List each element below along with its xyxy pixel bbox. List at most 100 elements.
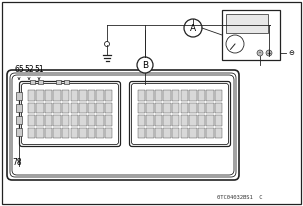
Bar <box>79 128 87 138</box>
Bar <box>96 128 104 138</box>
FancyBboxPatch shape <box>129 82 231 146</box>
Bar <box>189 90 197 101</box>
Bar <box>105 115 112 125</box>
Bar <box>62 128 69 138</box>
Bar <box>45 90 52 101</box>
Circle shape <box>184 19 202 37</box>
Bar <box>79 115 87 125</box>
Bar <box>215 115 222 125</box>
Bar <box>164 103 171 113</box>
Circle shape <box>226 35 244 53</box>
Bar <box>105 90 112 101</box>
Bar <box>45 103 52 113</box>
Bar <box>164 90 171 101</box>
Bar <box>172 90 179 101</box>
Bar <box>105 103 112 113</box>
Bar <box>36 115 44 125</box>
Bar <box>62 115 69 125</box>
Text: +: + <box>267 50 271 55</box>
Bar <box>155 90 162 101</box>
Bar <box>71 115 78 125</box>
Circle shape <box>266 50 272 56</box>
FancyBboxPatch shape <box>132 83 228 144</box>
Bar <box>54 128 61 138</box>
Bar <box>206 115 214 125</box>
Text: B: B <box>142 61 148 69</box>
Bar <box>28 128 35 138</box>
Bar <box>138 115 145 125</box>
Bar <box>79 103 87 113</box>
Bar <box>181 103 188 113</box>
Bar <box>36 128 44 138</box>
Bar <box>16 128 22 136</box>
Bar <box>56 80 61 84</box>
Bar <box>96 90 104 101</box>
Bar <box>88 103 95 113</box>
Bar <box>198 128 205 138</box>
Bar <box>155 115 162 125</box>
Bar <box>79 90 87 101</box>
Text: A: A <box>190 23 196 33</box>
Bar <box>16 104 22 112</box>
Bar <box>54 103 61 113</box>
Bar <box>206 103 214 113</box>
Bar <box>138 128 145 138</box>
Bar <box>181 115 188 125</box>
Bar <box>146 103 154 113</box>
Bar <box>189 115 197 125</box>
Bar <box>155 128 162 138</box>
Text: ⊖: ⊖ <box>288 50 294 56</box>
Text: 78: 78 <box>12 158 22 167</box>
Bar <box>215 90 222 101</box>
Bar <box>138 103 145 113</box>
Bar <box>96 115 104 125</box>
Bar <box>189 103 197 113</box>
FancyBboxPatch shape <box>19 82 121 146</box>
Bar <box>62 90 69 101</box>
Bar <box>226 14 268 33</box>
Text: -: - <box>259 50 261 55</box>
Bar <box>172 103 179 113</box>
Circle shape <box>105 41 109 47</box>
Bar <box>198 90 205 101</box>
Circle shape <box>137 57 153 73</box>
Bar <box>181 128 188 138</box>
Text: 52: 52 <box>24 65 34 74</box>
Text: 51: 51 <box>34 65 44 74</box>
Text: 65: 65 <box>14 65 24 74</box>
Bar <box>146 115 154 125</box>
Bar <box>164 115 171 125</box>
Bar <box>206 90 214 101</box>
Bar <box>88 115 95 125</box>
Bar <box>54 115 61 125</box>
Bar <box>215 103 222 113</box>
Bar <box>96 103 104 113</box>
Bar <box>222 10 280 60</box>
Bar <box>172 128 179 138</box>
Bar <box>215 128 222 138</box>
Bar <box>206 128 214 138</box>
FancyBboxPatch shape <box>10 73 236 177</box>
Bar <box>71 128 78 138</box>
Bar <box>36 103 44 113</box>
Bar <box>62 103 69 113</box>
Bar <box>64 80 69 84</box>
Bar <box>16 92 22 100</box>
Text: 0TC04032BS1  C: 0TC04032BS1 C <box>217 195 263 200</box>
Bar <box>155 103 162 113</box>
Bar <box>88 90 95 101</box>
Bar <box>38 80 43 84</box>
Bar <box>30 80 35 84</box>
Bar <box>28 115 35 125</box>
Bar <box>28 103 35 113</box>
FancyBboxPatch shape <box>7 70 239 180</box>
Bar <box>181 90 188 101</box>
Bar <box>88 128 95 138</box>
Bar <box>54 90 61 101</box>
Bar <box>138 90 145 101</box>
Bar <box>172 115 179 125</box>
Bar <box>28 90 35 101</box>
Bar <box>36 90 44 101</box>
Circle shape <box>257 50 263 56</box>
Bar <box>45 115 52 125</box>
